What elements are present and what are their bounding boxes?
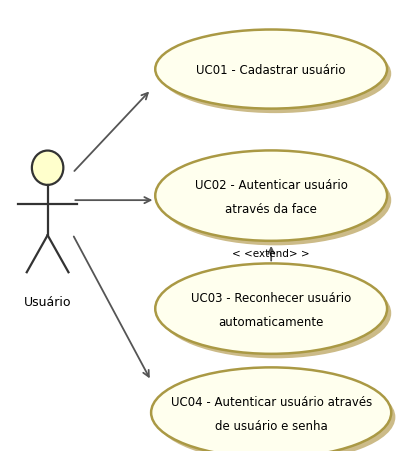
Ellipse shape <box>159 156 390 246</box>
Ellipse shape <box>151 368 390 451</box>
Text: UC02 - Autenticar usuário: UC02 - Autenticar usuário <box>194 179 347 191</box>
Ellipse shape <box>159 268 390 359</box>
Ellipse shape <box>155 30 386 110</box>
Text: UC04 - Autenticar usuário através: UC04 - Autenticar usuário através <box>170 395 371 408</box>
Text: UC03 - Reconhecer usuário: UC03 - Reconhecer usuário <box>190 291 351 304</box>
Ellipse shape <box>155 264 386 354</box>
Text: de usuário e senha: de usuário e senha <box>214 419 327 432</box>
Ellipse shape <box>155 151 386 241</box>
Ellipse shape <box>159 35 390 114</box>
Text: Usuário: Usuário <box>24 295 71 308</box>
Text: UC01 - Cadastrar usuário: UC01 - Cadastrar usuário <box>196 64 345 76</box>
Ellipse shape <box>155 372 394 451</box>
Text: < <extend> >: < <extend> > <box>232 249 309 259</box>
Text: automaticamente: automaticamente <box>218 315 323 328</box>
Text: através da face: através da face <box>225 202 316 215</box>
Circle shape <box>32 151 63 185</box>
